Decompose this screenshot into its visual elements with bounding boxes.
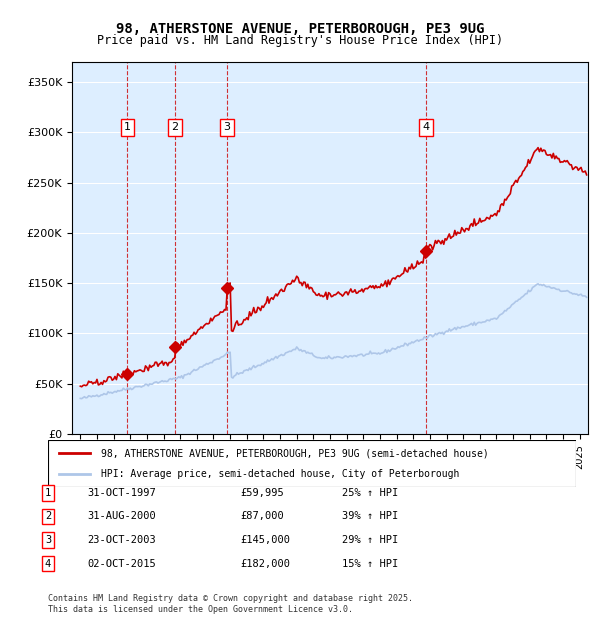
Text: £145,000: £145,000 (240, 535, 290, 545)
Text: 25% ↑ HPI: 25% ↑ HPI (342, 488, 398, 498)
Text: 3: 3 (45, 535, 51, 545)
Text: 02-OCT-2015: 02-OCT-2015 (87, 559, 156, 569)
Text: 2: 2 (171, 122, 178, 132)
Text: 39% ↑ HPI: 39% ↑ HPI (342, 512, 398, 521)
Text: £59,995: £59,995 (240, 488, 284, 498)
Text: 2: 2 (45, 512, 51, 521)
Text: 4: 4 (45, 559, 51, 569)
Text: 4: 4 (422, 122, 429, 132)
Text: 15% ↑ HPI: 15% ↑ HPI (342, 559, 398, 569)
Text: 98, ATHERSTONE AVENUE, PETERBOROUGH, PE3 9UG (semi-detached house): 98, ATHERSTONE AVENUE, PETERBOROUGH, PE3… (101, 448, 488, 458)
Text: Contains HM Land Registry data © Crown copyright and database right 2025.
This d: Contains HM Land Registry data © Crown c… (48, 595, 413, 614)
Text: £87,000: £87,000 (240, 512, 284, 521)
Text: 23-OCT-2003: 23-OCT-2003 (87, 535, 156, 545)
Text: Price paid vs. HM Land Registry's House Price Index (HPI): Price paid vs. HM Land Registry's House … (97, 34, 503, 47)
Text: 31-AUG-2000: 31-AUG-2000 (87, 512, 156, 521)
Text: 1: 1 (45, 488, 51, 498)
Text: 1: 1 (124, 122, 131, 132)
Text: £182,000: £182,000 (240, 559, 290, 569)
Text: 3: 3 (223, 122, 230, 132)
FancyBboxPatch shape (48, 440, 576, 487)
Text: 98, ATHERSTONE AVENUE, PETERBOROUGH, PE3 9UG: 98, ATHERSTONE AVENUE, PETERBOROUGH, PE3… (116, 22, 484, 36)
Text: 31-OCT-1997: 31-OCT-1997 (87, 488, 156, 498)
Text: HPI: Average price, semi-detached house, City of Peterborough: HPI: Average price, semi-detached house,… (101, 469, 459, 479)
Text: 29% ↑ HPI: 29% ↑ HPI (342, 535, 398, 545)
